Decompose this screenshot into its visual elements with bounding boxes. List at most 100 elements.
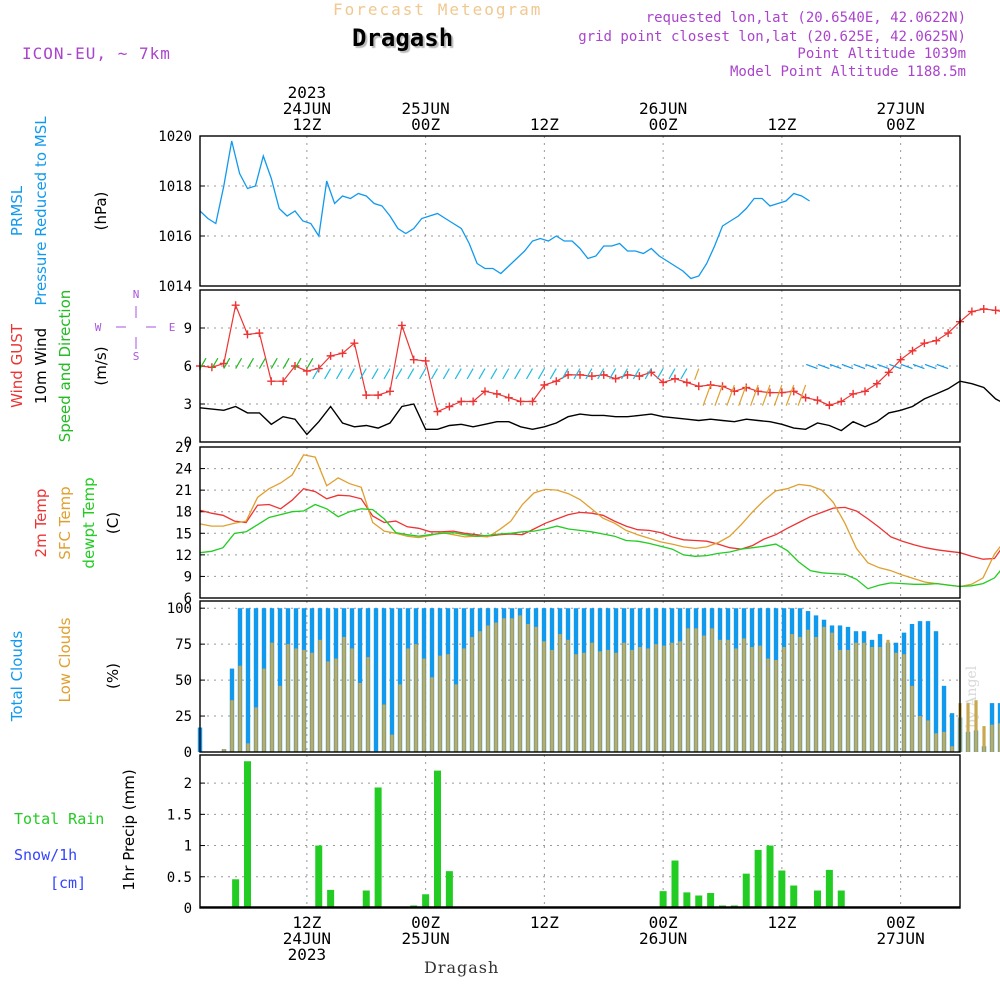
- wind-direction-arrow: [324, 368, 332, 380]
- wind-direction-arrow: [294, 357, 302, 369]
- y-tick-label: 9: [184, 569, 192, 585]
- wind-direction-arrow: [419, 368, 427, 380]
- wind-direction-arrow: [466, 368, 474, 380]
- gust-marker: [255, 329, 264, 338]
- time-label-bottom: 00Z: [649, 913, 678, 932]
- wind-direction-arrow: [597, 368, 605, 380]
- wind-direction-arrow: [347, 368, 355, 380]
- dewpoint-line: [199, 503, 1000, 590]
- rain-bar: [707, 893, 715, 908]
- low-cloud-bar: [558, 634, 562, 752]
- gust-marker: [979, 305, 988, 313]
- wind-direction-arrow: [761, 384, 771, 406]
- gust-marker: [872, 379, 881, 388]
- wind-direction-arrow: [889, 363, 901, 370]
- gust-marker: [314, 364, 323, 373]
- low-cloud-bar: [982, 726, 986, 752]
- clouds-unit: (%): [104, 663, 122, 689]
- gust-marker: [386, 387, 394, 396]
- wind-direction-arrow: [199, 357, 207, 369]
- low-cloud-bar: [510, 618, 514, 752]
- low-cloud-bar: [774, 659, 778, 752]
- low-cloud-bar: [614, 652, 618, 752]
- pressure-line: [199, 140, 810, 280]
- wind-direction-arrow: [525, 368, 534, 380]
- y-tick-label: 21: [175, 483, 192, 499]
- y-tick-label: 18: [175, 505, 192, 521]
- total-cloud-bar: [245, 608, 251, 752]
- wind-direction-arrow: [680, 368, 688, 380]
- rain-bar: [315, 845, 323, 908]
- wind-direction-arrow: [668, 368, 676, 380]
- gust-marker: [326, 351, 335, 360]
- low-cloud-bar: [302, 649, 306, 752]
- low-cloud-bar: [582, 652, 586, 752]
- total-cloud-bar: [917, 621, 923, 752]
- wind-direction-arrow: [549, 368, 557, 380]
- total-cloud-bar: [933, 631, 939, 752]
- gust-marker: [374, 391, 383, 400]
- time-label-bottom: 12Z: [292, 913, 321, 932]
- low-cloud-bar: [934, 733, 938, 752]
- wind-direction-arrow: [806, 363, 818, 370]
- y-tick-label: 6: [184, 359, 192, 375]
- low-cloud-bar: [438, 655, 442, 752]
- gust-marker: [291, 362, 299, 370]
- gust-marker: [813, 396, 822, 405]
- time-label-bottom: 00Z: [411, 913, 440, 932]
- compass-s: S: [133, 350, 140, 363]
- low-cloud-bar: [646, 648, 650, 752]
- panel-frame: [199, 754, 961, 909]
- low-cloud-bar: [590, 642, 594, 752]
- y-tick-label: 15: [175, 526, 192, 542]
- wind-direction-arrow: [714, 384, 724, 406]
- rain-bar: [327, 889, 335, 908]
- rain-bar: [814, 890, 821, 908]
- low-cloud-bar: [990, 724, 994, 752]
- low-cloud-bar: [566, 639, 570, 752]
- gust-marker: [932, 336, 941, 345]
- low-cloud-bar: [254, 707, 258, 752]
- y-tick-label: 0: [184, 901, 192, 917]
- wind-direction-arrow: [395, 368, 403, 380]
- y-tick-label: 1018: [158, 179, 192, 195]
- gust-marker: [564, 370, 573, 379]
- low-cloud-bar: [318, 639, 322, 752]
- gust-marker: [350, 339, 359, 348]
- total-cloud-bar: [389, 608, 395, 752]
- wind-direction-arrow: [573, 368, 581, 380]
- low-cloud-bar: [238, 665, 242, 752]
- y-tick-label: 3: [184, 397, 192, 413]
- total-cloud-bar: [253, 608, 259, 752]
- gust-marker: [611, 374, 620, 383]
- low-cloud-bar: [894, 652, 898, 752]
- gust-line: [199, 303, 1000, 413]
- gust-marker: [694, 382, 703, 391]
- wind-direction-arrow: [797, 384, 807, 406]
- gust-marker: [896, 355, 905, 364]
- low-cloud-bar: [806, 629, 810, 752]
- gust-marker: [504, 393, 513, 402]
- low-cloud-bar: [758, 645, 762, 752]
- precip-label: 1hr Precip (mm): [120, 769, 138, 890]
- gust-marker: [445, 402, 454, 411]
- rain-bar: [445, 871, 453, 908]
- compass-w: W: [95, 321, 102, 334]
- low-cloud-bar: [230, 700, 234, 752]
- low-cloud-bar: [942, 731, 946, 752]
- gust-marker: [279, 377, 288, 386]
- model-altitude: Model Point Altitude 1188.5m: [729, 64, 966, 80]
- time-label-top: 12Z: [292, 115, 321, 134]
- low-cloud-bar: [702, 635, 706, 752]
- y-tick-label: 0.5: [167, 870, 192, 886]
- panel-frame: [199, 289, 961, 443]
- gust-marker: [540, 381, 549, 389]
- low-cloud-bar: [310, 652, 314, 752]
- wind-direction-arrow: [632, 368, 640, 380]
- low-cloud-bar: [814, 636, 818, 752]
- low-cloud-bar: [870, 647, 874, 752]
- time-label-bottom: 00Z: [886, 913, 915, 932]
- gust-marker: [908, 346, 917, 355]
- low-cloud-bar: [486, 625, 490, 752]
- time-label-top: 00Z: [649, 115, 678, 134]
